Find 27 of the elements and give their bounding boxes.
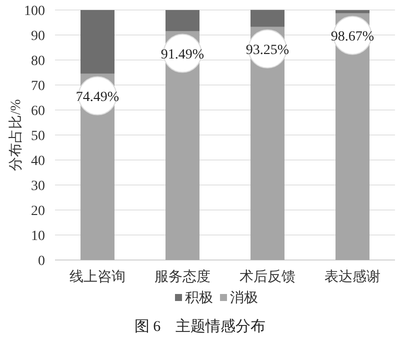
bar bbox=[250, 10, 284, 27]
y-tick-label: 50 bbox=[31, 129, 45, 144]
data-label: 98.67% bbox=[330, 29, 374, 44]
text: 图 6 主题情感分布 bbox=[134, 318, 266, 335]
y-tick-label: 80 bbox=[31, 54, 45, 69]
bar bbox=[166, 10, 200, 32]
y-tick-label: 30 bbox=[31, 179, 45, 194]
data-label: 91.49% bbox=[160, 47, 204, 62]
y-tick-label: 90 bbox=[31, 29, 45, 44]
legend-label: 积极 bbox=[185, 290, 213, 306]
x-tick-label: 服务态度 bbox=[154, 269, 210, 285]
bar bbox=[336, 10, 370, 14]
y-axis-title: 分布占比/% bbox=[8, 98, 24, 171]
y-tick-label: 20 bbox=[31, 204, 45, 219]
x-tick-label: 术后反馈 bbox=[240, 269, 296, 285]
data-label: 93.25% bbox=[246, 42, 290, 58]
y-tick-label: 0 bbox=[38, 254, 45, 269]
bar bbox=[80, 10, 114, 74]
x-tick-label: 线上咨询 bbox=[70, 269, 126, 285]
x-tick-label: 表达感谢 bbox=[324, 269, 380, 285]
y-tick-label: 70 bbox=[31, 79, 45, 94]
y-tick-label: 10 bbox=[31, 229, 45, 244]
legend-label: 消极 bbox=[230, 290, 258, 306]
y-tick-label: 100 bbox=[24, 4, 45, 19]
data-label: 74.49% bbox=[76, 90, 120, 105]
y-tick-label: 60 bbox=[31, 104, 45, 119]
y-tick-label: 40 bbox=[31, 154, 45, 169]
